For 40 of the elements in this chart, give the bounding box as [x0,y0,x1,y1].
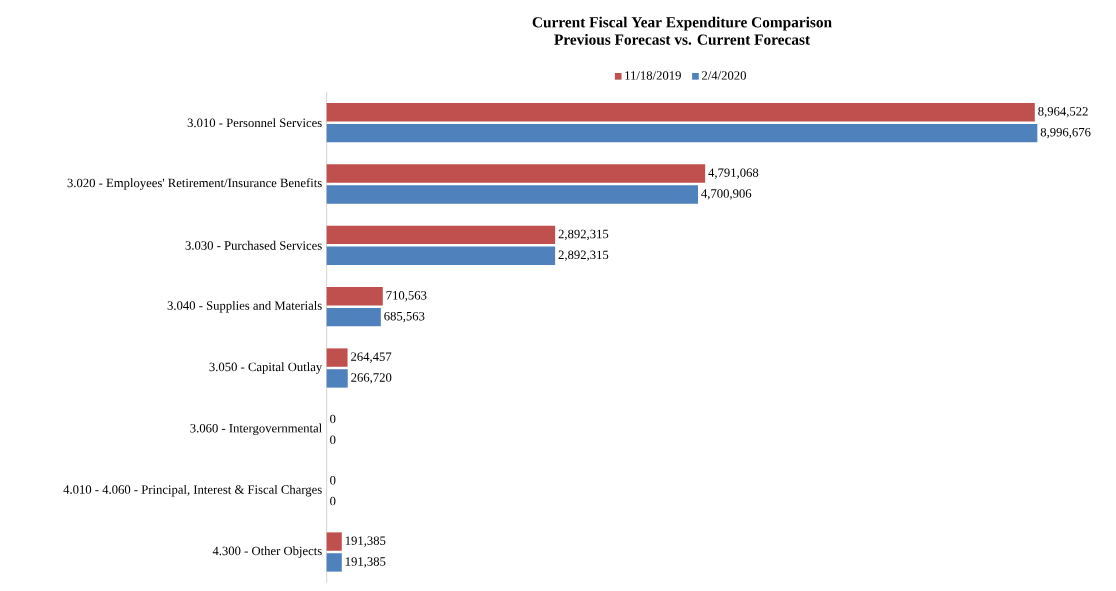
data-label: 0 [330,435,336,445]
bar [326,124,1038,143]
y-tick-label: 4.010 - 4.060 - Principal, Interest & Fiscal Charges [63,485,322,497]
bar [326,164,706,183]
data-label: 2,892,315 [558,250,609,262]
data-label: 191,385 [345,557,386,568]
data-label: 8,964,522 [1038,107,1088,118]
legend-label: 11/18/2019 [625,71,681,80]
data-label: 0 [330,414,336,424]
y-tick-label: 3.060 - Intergovernmental [190,423,322,436]
bar [326,553,342,572]
y-tick-label: 3.030 - Purchased Services [185,241,322,250]
bar [326,308,381,327]
chart-title: Current Fiscal Year Expenditure Comparison [532,16,832,31]
y-tick-label: 3.020 - Employees' Retirement/Insurance Benefits [67,178,322,191]
data-label: 4,791,068 [708,168,759,179]
y-tick-label: 3.050 - Capital Outlay [209,362,323,374]
data-label: 2,892,315 [558,229,609,241]
bar [326,103,1035,122]
bar [326,246,556,266]
data-label: 264,457 [351,352,392,363]
chart-subtitle: Previous Forecast vs. Current Forecast [554,34,810,46]
data-label: 0 [330,496,336,506]
bar [326,225,556,245]
legend-label: 2/4/2020 [702,71,746,80]
y-tick-label: 4.300 - Other Objects [212,546,322,558]
y-tick-label: 3.010 - Personnel Services [187,118,322,128]
data-label: 685,563 [384,312,425,323]
y-tick-label: 3.040 - Supplies and Materials [167,301,322,313]
data-label: 710,563 [386,291,427,302]
bar [326,185,698,204]
bar [326,348,348,367]
data-label: 266,720 [351,373,392,384]
bar [326,287,383,306]
data-label: 0 [330,476,336,485]
data-label: 4,700,906 [701,189,752,200]
data-label: 8,996,676 [1040,128,1091,139]
bar [326,532,342,551]
bar [326,369,348,388]
data-label: 191,385 [345,536,386,547]
